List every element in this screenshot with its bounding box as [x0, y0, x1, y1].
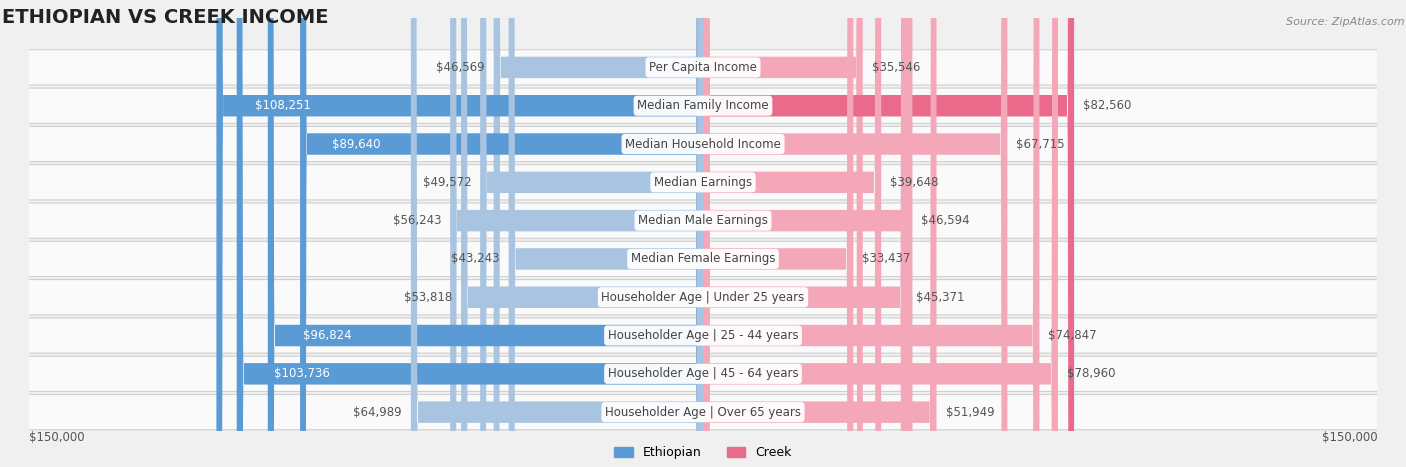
Text: $67,715: $67,715	[1017, 137, 1064, 150]
Text: ETHIOPIAN VS CREEK INCOME: ETHIOPIAN VS CREEK INCOME	[1, 8, 328, 27]
FancyBboxPatch shape	[0, 318, 1406, 353]
FancyBboxPatch shape	[703, 0, 936, 467]
Text: $51,949: $51,949	[945, 406, 994, 418]
Text: Median Family Income: Median Family Income	[637, 99, 769, 112]
FancyBboxPatch shape	[217, 0, 703, 467]
Text: $82,560: $82,560	[1083, 99, 1132, 112]
FancyBboxPatch shape	[411, 0, 703, 467]
FancyBboxPatch shape	[450, 0, 703, 467]
Text: $49,572: $49,572	[423, 176, 471, 189]
Text: $96,824: $96,824	[302, 329, 352, 342]
FancyBboxPatch shape	[0, 280, 1406, 315]
FancyBboxPatch shape	[0, 203, 1406, 238]
FancyBboxPatch shape	[0, 356, 1406, 391]
Text: $103,736: $103,736	[274, 368, 330, 380]
FancyBboxPatch shape	[703, 0, 1039, 467]
FancyBboxPatch shape	[703, 0, 863, 467]
Text: Householder Age | Under 25 years: Householder Age | Under 25 years	[602, 291, 804, 304]
Text: $74,847: $74,847	[1049, 329, 1097, 342]
FancyBboxPatch shape	[703, 0, 1057, 467]
FancyBboxPatch shape	[703, 0, 907, 467]
Text: $64,989: $64,989	[353, 406, 402, 418]
FancyBboxPatch shape	[703, 0, 912, 467]
FancyBboxPatch shape	[267, 0, 703, 467]
FancyBboxPatch shape	[494, 0, 703, 467]
Text: $35,546: $35,546	[872, 61, 920, 74]
FancyBboxPatch shape	[0, 241, 1406, 276]
Text: $56,243: $56,243	[392, 214, 441, 227]
FancyBboxPatch shape	[0, 165, 1406, 200]
FancyBboxPatch shape	[0, 395, 1406, 430]
Text: $39,648: $39,648	[890, 176, 939, 189]
FancyBboxPatch shape	[509, 0, 703, 467]
Text: Householder Age | 45 - 64 years: Householder Age | 45 - 64 years	[607, 368, 799, 380]
Text: Source: ZipAtlas.com: Source: ZipAtlas.com	[1285, 17, 1405, 27]
FancyBboxPatch shape	[0, 127, 1406, 162]
FancyBboxPatch shape	[703, 0, 1007, 467]
Text: $46,594: $46,594	[921, 214, 970, 227]
FancyBboxPatch shape	[703, 0, 853, 467]
FancyBboxPatch shape	[299, 0, 703, 467]
Text: Median Male Earnings: Median Male Earnings	[638, 214, 768, 227]
Text: $53,818: $53,818	[404, 291, 453, 304]
Text: $150,000: $150,000	[1322, 432, 1378, 444]
Text: Median Household Income: Median Household Income	[626, 137, 780, 150]
Text: $46,569: $46,569	[436, 61, 485, 74]
FancyBboxPatch shape	[0, 88, 1406, 123]
FancyBboxPatch shape	[481, 0, 703, 467]
Text: $43,243: $43,243	[451, 253, 499, 265]
FancyBboxPatch shape	[236, 0, 703, 467]
Text: Householder Age | 25 - 44 years: Householder Age | 25 - 44 years	[607, 329, 799, 342]
FancyBboxPatch shape	[703, 0, 1074, 467]
Text: $108,251: $108,251	[256, 99, 311, 112]
FancyBboxPatch shape	[461, 0, 703, 467]
FancyBboxPatch shape	[703, 0, 882, 467]
Text: $45,371: $45,371	[915, 291, 965, 304]
Text: Median Female Earnings: Median Female Earnings	[631, 253, 775, 265]
Text: $33,437: $33,437	[862, 253, 911, 265]
Text: Per Capita Income: Per Capita Income	[650, 61, 756, 74]
Text: Householder Age | Over 65 years: Householder Age | Over 65 years	[605, 406, 801, 418]
FancyBboxPatch shape	[0, 50, 1406, 85]
Text: Median Earnings: Median Earnings	[654, 176, 752, 189]
Text: $78,960: $78,960	[1067, 368, 1115, 380]
Legend: Ethiopian, Creek: Ethiopian, Creek	[609, 441, 797, 464]
Text: $150,000: $150,000	[28, 432, 84, 444]
Text: $89,640: $89,640	[332, 137, 381, 150]
